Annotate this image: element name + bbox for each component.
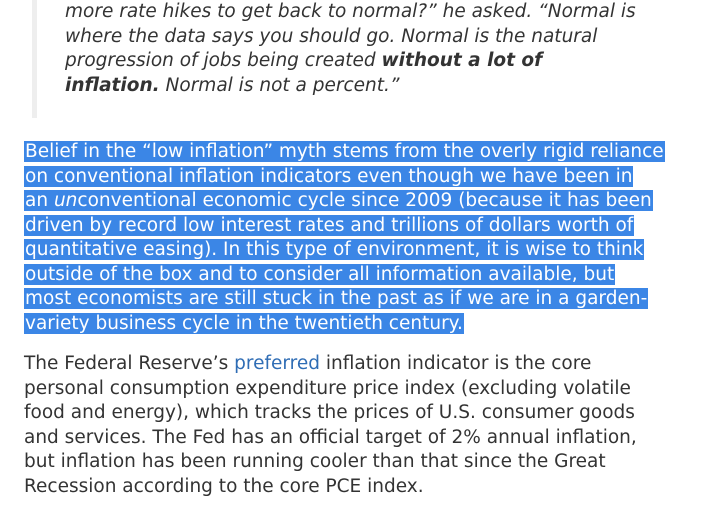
quote-line-3: progression of jobs being created xyxy=(65,50,382,71)
selected-line-5[interactable]: quantitative easing). In this type of en… xyxy=(24,239,645,260)
quote-bold-1: without a lot of xyxy=(381,50,543,71)
selected-line-3-italic: un xyxy=(53,190,78,211)
quote-text: more rate hikes to get back to normal?” … xyxy=(65,0,692,98)
selected-line-8[interactable]: variety business cycle in the twentieth … xyxy=(24,312,464,334)
preferred-link[interactable]: preferred xyxy=(234,353,320,374)
blockquote: more rate hikes to get back to normal?” … xyxy=(32,0,692,118)
quote-bold-2: inflation. xyxy=(65,74,160,96)
body-line-5: but inflation has been running cooler th… xyxy=(24,451,606,472)
selected-line-1[interactable]: Belief in the “low inflation” myth stems… xyxy=(24,141,665,162)
selected-line-4[interactable]: driven by record low interest rates and … xyxy=(24,214,635,236)
selected-line-6[interactable]: outside of the box and to consider all i… xyxy=(24,263,616,285)
quote-line-2: where the data says you should go. Norma… xyxy=(65,25,598,47)
selected-line-3[interactable]: an unconventional economic cycle since 2… xyxy=(24,190,653,211)
selected-line-2[interactable]: on conventional inflation indicators eve… xyxy=(24,165,634,187)
body-line-3: food and energy), which tracks the price… xyxy=(24,402,635,423)
quote-line-4: Normal is not a percent.” xyxy=(159,74,400,96)
selected-paragraph[interactable]: Belief in the “low inflation” myth stems… xyxy=(24,140,704,336)
body-line-2: personal consumption expenditure price i… xyxy=(24,377,631,399)
body-pre-link: The Federal Reserve’s xyxy=(24,353,235,374)
body-paragraph: The Federal Reserve’s preferred inflatio… xyxy=(24,352,704,499)
selected-line-3-prefix: an xyxy=(25,190,54,211)
body-line-4: and services. The Fed has an official ta… xyxy=(24,426,637,448)
selected-line-3-rest: conventional economic cycle since 2009 (… xyxy=(77,190,652,211)
quote-line-1: more rate hikes to get back to normal?” … xyxy=(65,1,636,22)
body-line-6: Recession according to the core PCE inde… xyxy=(24,475,424,497)
body-line-1: inflation indicator is the core xyxy=(319,353,592,374)
selected-line-7[interactable]: most economists are still stuck in the p… xyxy=(24,288,649,309)
